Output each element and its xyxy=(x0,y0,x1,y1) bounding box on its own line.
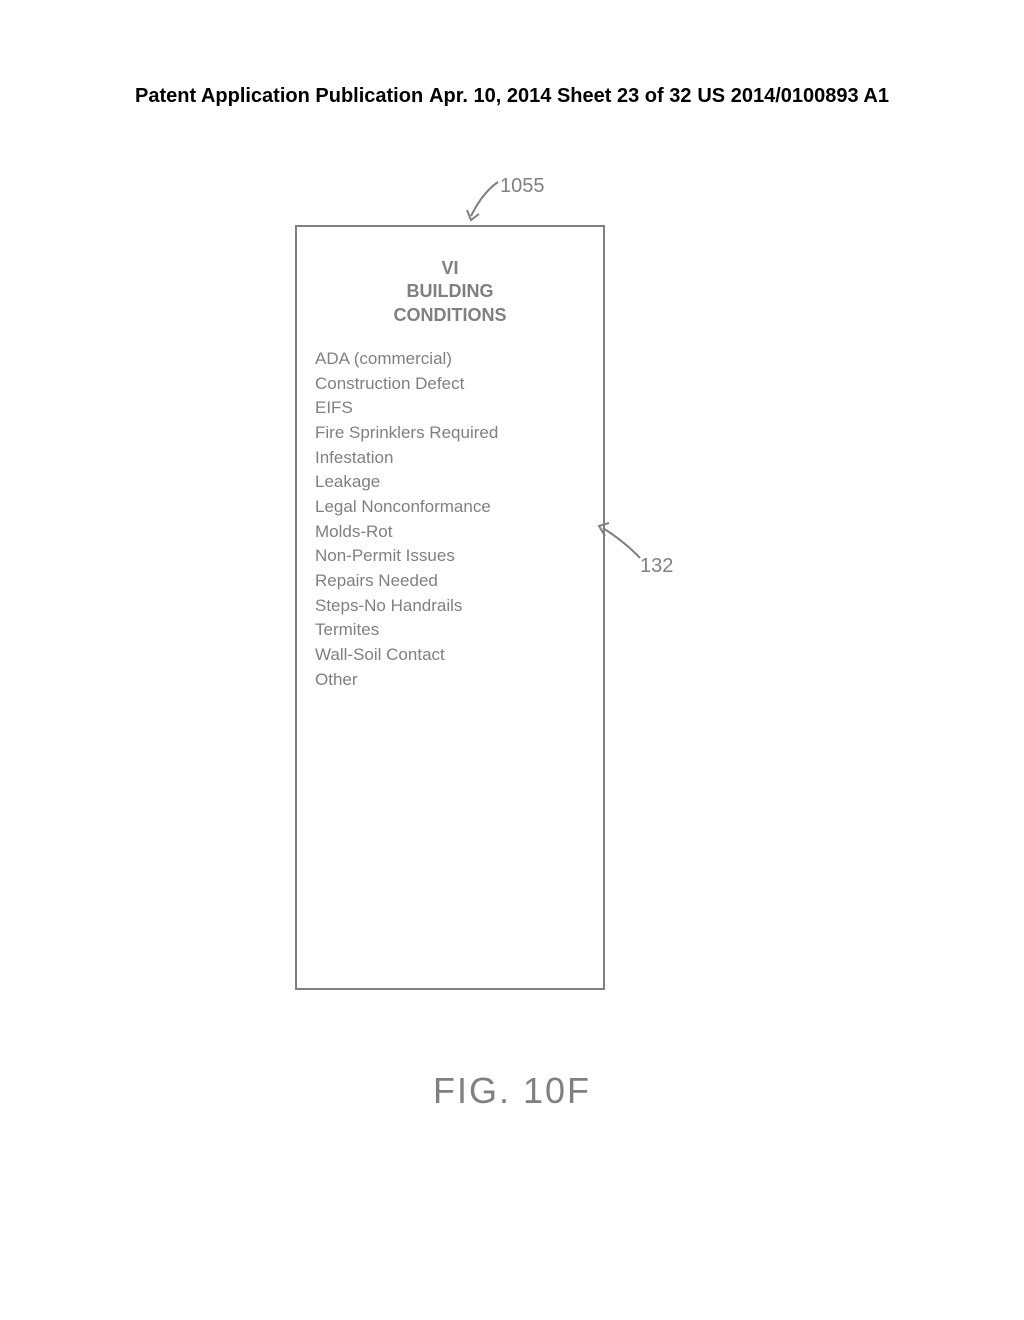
box-title-line3: CONDITIONS xyxy=(297,304,603,327)
header-right: US 2014/0100893 A1 xyxy=(697,85,889,108)
building-conditions-box: VI BUILDING CONDITIONS ADA (commercial) … xyxy=(295,225,605,990)
list-item: Repairs Needed xyxy=(315,569,603,594)
box-title-line1: VI xyxy=(297,257,603,280)
arrow-top-icon xyxy=(465,180,505,222)
list-item: Molds-Rot xyxy=(315,520,603,545)
list-item: Fire Sprinklers Required xyxy=(315,421,603,446)
page-header: Patent Application Publication Apr. 10, … xyxy=(0,85,1024,108)
list-item: Other xyxy=(315,668,603,693)
reference-number-side: 132 xyxy=(640,555,673,578)
list-item: Leakage xyxy=(315,470,603,495)
conditions-list: ADA (commercial) Construction Defect EIF… xyxy=(297,347,603,692)
list-item: Termites xyxy=(315,618,603,643)
list-item: Steps-No Handrails xyxy=(315,594,603,619)
list-item: Wall-Soil Contact xyxy=(315,643,603,668)
header-center: Apr. 10, 2014 Sheet 23 of 32 xyxy=(429,85,691,108)
list-item: Construction Defect xyxy=(315,372,603,397)
arrow-side-icon xyxy=(595,520,645,565)
box-title: VI BUILDING CONDITIONS xyxy=(297,257,603,327)
reference-number-top: 1055 xyxy=(500,175,545,198)
list-item: ADA (commercial) xyxy=(315,347,603,372)
list-item: Legal Nonconformance xyxy=(315,495,603,520)
list-item: EIFS xyxy=(315,396,603,421)
header-left: Patent Application Publication xyxy=(135,85,423,108)
figure-label: FIG. 10F xyxy=(0,1070,1024,1112)
list-item: Infestation xyxy=(315,446,603,471)
box-title-line2: BUILDING xyxy=(297,280,603,303)
list-item: Non-Permit Issues xyxy=(315,544,603,569)
